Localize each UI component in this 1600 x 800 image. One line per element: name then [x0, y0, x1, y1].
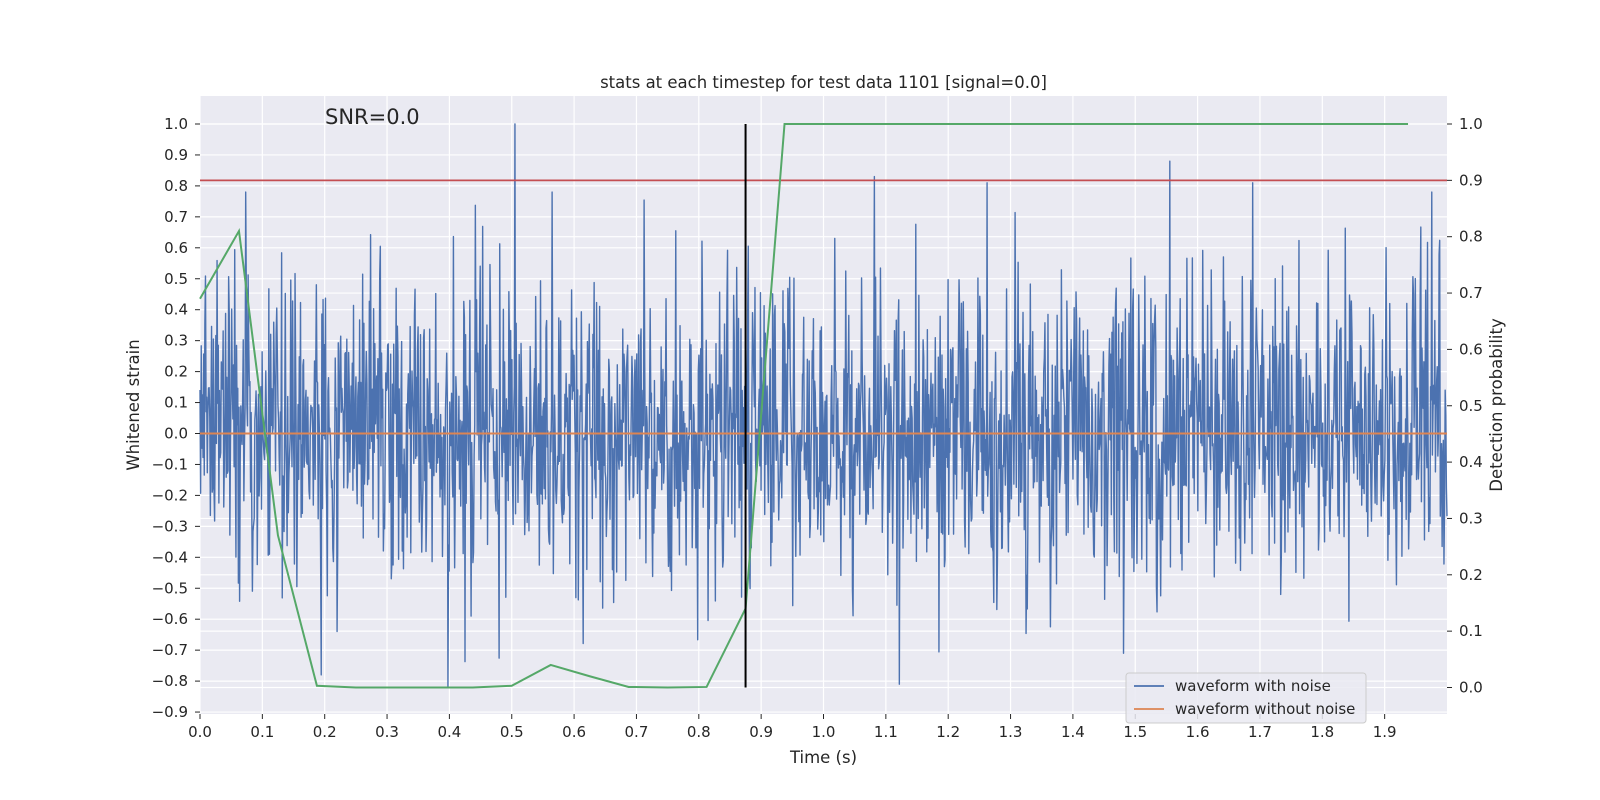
y-tick-label-left: 0.4 [164, 301, 188, 319]
y-tick-label-left: 0.7 [164, 208, 188, 226]
snr-annotation: SNR=0.0 [325, 105, 420, 129]
series-detection-probability [199, 123, 1409, 689]
y-tick-label-left: −0.2 [152, 486, 188, 504]
y-tick-label-left: −0.8 [152, 672, 188, 690]
x-tick-label: 1.0 [812, 723, 836, 741]
y-ticks-right: 1.0 0.9 0.8 0.7 0.6 0.5 0.4 0.3 0.2 0.1 0.0 [1447, 115, 1483, 697]
x-tick-label: 1.5 [1123, 723, 1147, 741]
y-tick-label-left: −0.3 [152, 517, 188, 535]
x-tick-label: 0.6 [562, 723, 586, 741]
y-tick-label-left: −0.1 [152, 455, 188, 473]
y-tick-label-left: −0.7 [152, 641, 188, 659]
y-tick-label-right: 0.9 [1459, 171, 1483, 189]
y-tick-label-left: −0.6 [152, 610, 188, 628]
x-tick-label: 1.6 [1186, 723, 1210, 741]
x-tick-label: 1.2 [936, 723, 960, 741]
y-tick-label-left: 0.9 [164, 146, 188, 164]
x-tick-label: 1.4 [1061, 723, 1085, 741]
x-axis-label: Time (s) [789, 748, 857, 767]
y-tick-label-left: −0.4 [152, 548, 188, 566]
series-waveform-with-noise [199, 123, 1448, 688]
x-tick-label: 0.9 [749, 723, 773, 741]
y-tick-label-right: 0.0 [1459, 679, 1483, 697]
y-tick-label-left: −0.5 [152, 579, 188, 597]
legend-label-clean: waveform without noise [1175, 700, 1355, 718]
series-layer [199, 123, 1448, 689]
legend: waveform with noise waveform without noi… [1125, 672, 1367, 724]
x-tick-label: 0.7 [625, 723, 649, 741]
x-ticks: 0.0 0.1 0.2 0.3 0.4 0.5 0.6 0.7 0.8 0.9 1.0 1.1 1.2 1… [188, 714, 1397, 741]
x-tick-label: 0.0 [188, 723, 212, 741]
legend-label-noise: waveform with noise [1175, 677, 1331, 695]
legend-box [1125, 672, 1367, 724]
y-tick-label-right: 0.7 [1459, 284, 1483, 302]
y-ticks-left: 1.0 0.9 0.8 0.7 0.6 0.5 0.4 0.3 0.2 0.1 0.0 −0.1 −0.… [152, 115, 200, 721]
y-tick-label-right: 0.6 [1459, 340, 1483, 358]
y-tick-label-left: 0.5 [164, 270, 188, 288]
x-tick-label: 1.7 [1248, 723, 1272, 741]
x-tick-label: 1.3 [999, 723, 1023, 741]
y-tick-label-right: 1.0 [1459, 115, 1483, 133]
x-tick-label: 0.5 [500, 723, 524, 741]
y-tick-label-left: 0.1 [164, 394, 188, 412]
x-tick-label: 0.1 [250, 723, 274, 741]
chart-title: stats at each timestep for test data 110… [600, 73, 1047, 92]
y-tick-label-right: 0.2 [1459, 566, 1483, 584]
x-tick-label: 0.4 [437, 723, 461, 741]
y-tick-label-left: −0.9 [152, 703, 188, 721]
y-tick-label-right: 0.4 [1459, 453, 1483, 471]
x-tick-label: 1.1 [874, 723, 898, 741]
y-tick-label-left: 0.0 [164, 425, 188, 443]
y-tick-label-right: 0.1 [1459, 622, 1483, 640]
x-tick-label: 1.9 [1373, 723, 1397, 741]
y-tick-label-left: 0.3 [164, 332, 188, 350]
y-tick-label-right: 0.8 [1459, 228, 1483, 246]
x-tick-label: 0.8 [687, 723, 711, 741]
x-tick-label: 0.2 [313, 723, 337, 741]
y-tick-label-left: 0.8 [164, 177, 188, 195]
y-axis-label-right: Detection probability [1487, 318, 1506, 492]
y-tick-label-right: 0.3 [1459, 509, 1483, 527]
y-axis-label-left: Whitened strain [124, 339, 143, 470]
x-tick-label: 1.8 [1310, 723, 1334, 741]
y-tick-label-left: 0.2 [164, 363, 188, 381]
y-tick-label-right: 0.5 [1459, 397, 1483, 415]
y-tick-label-left: 1.0 [164, 115, 188, 133]
x-tick-label: 0.3 [375, 723, 399, 741]
y-tick-label-left: 0.6 [164, 239, 188, 257]
